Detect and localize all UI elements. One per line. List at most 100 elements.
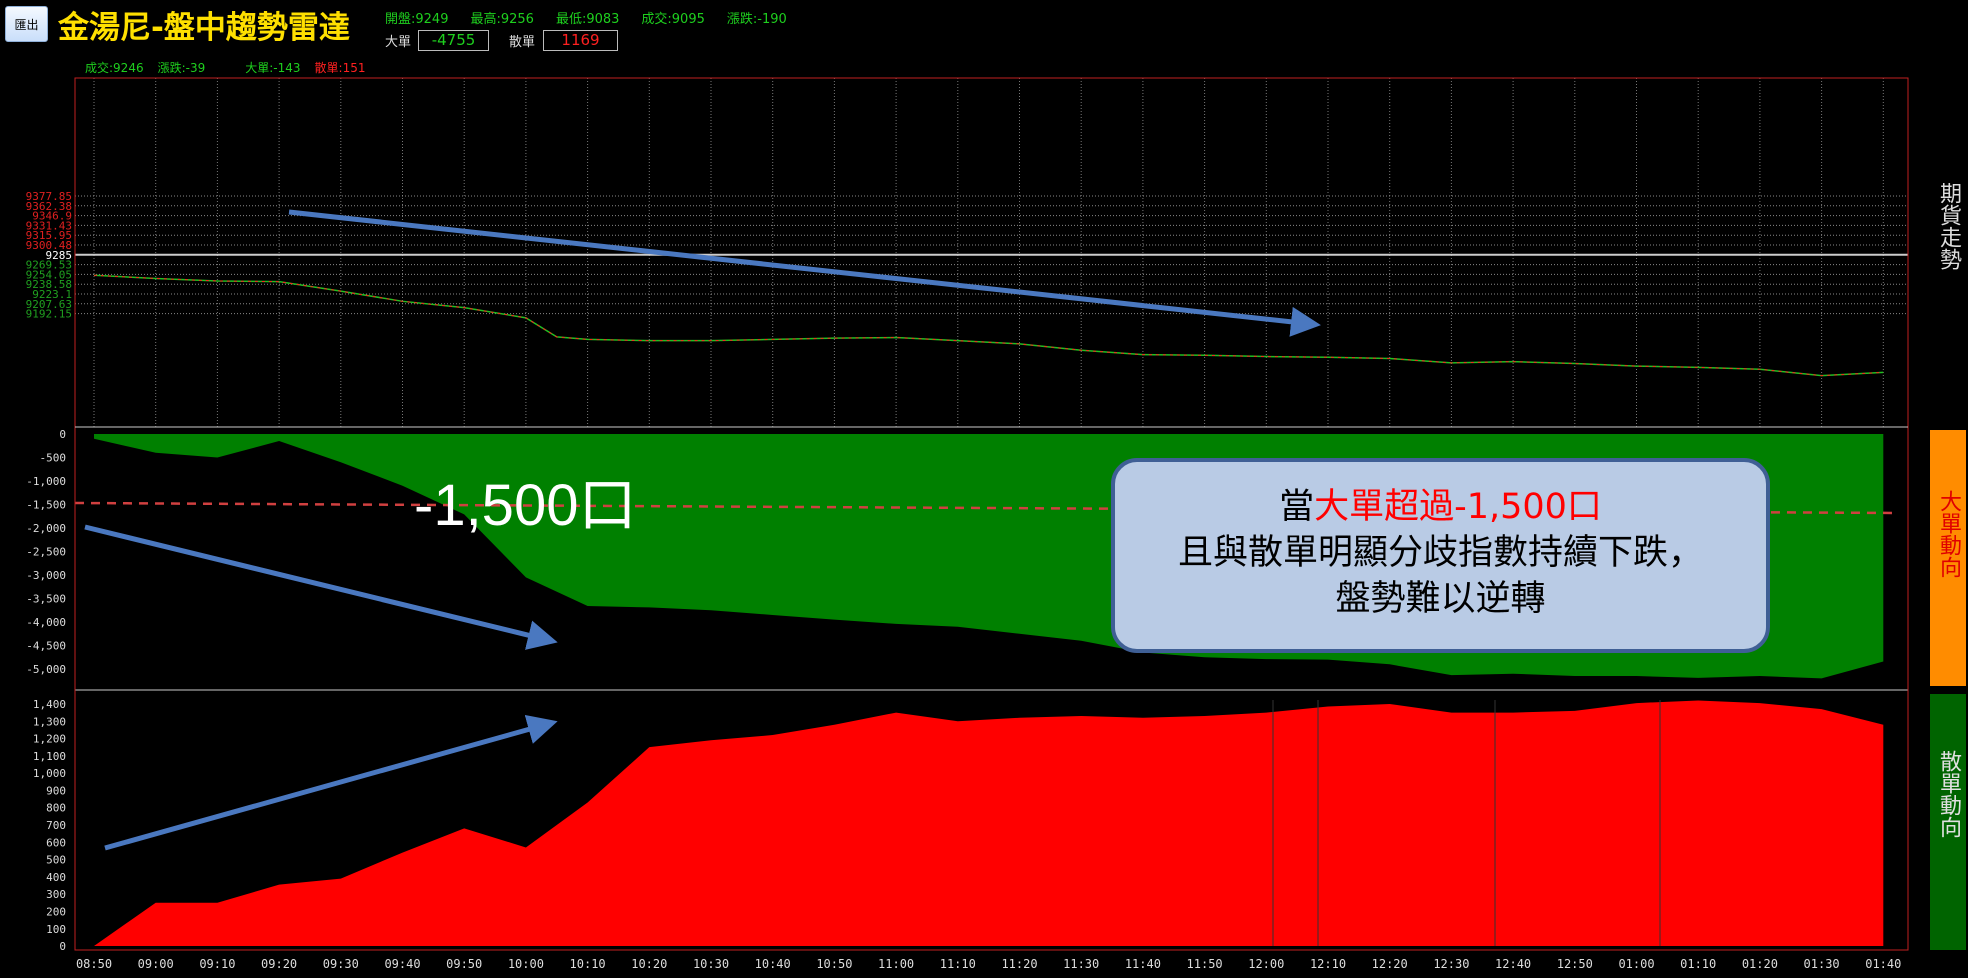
side-label-big[interactable]: 大單動向 [1930,430,1966,686]
retail-tick-label: 100 [46,923,66,936]
trend-arrow [288,209,1321,337]
price-tick-label: 9377.85 [26,190,72,203]
readout-change: 漲跌:-39 [157,61,206,75]
retail-tick-label: 600 [46,836,66,849]
price-tick-label: 9223.1 [32,288,72,301]
big-tick-label: -3,000 [26,569,66,582]
x-tick-label: 11:00 [878,957,914,971]
x-tick-label: 09:20 [261,957,297,971]
retail-tick-label: 1,000 [33,767,66,780]
retail-tick-label: 800 [46,802,66,815]
export-button[interactable]: 匯出 [5,6,48,42]
big-tick-label: 0 [59,428,66,441]
x-tick-label: 11:20 [1001,957,1037,971]
retail-tick-label: 1,300 [33,715,66,728]
anno-highlight: 大單超過-1,500口 [1314,487,1602,527]
x-tick-label: 10:40 [755,957,791,971]
x-tick-label: 10:20 [631,957,667,971]
side-label-retail-text: 散單動向 [1936,750,1961,838]
readout-retail: 散單:151 [314,61,366,75]
retail-tick-label: 900 [46,784,66,797]
price-tick-label: 9331.43 [26,219,72,232]
price-tick-label: 9192.15 [26,308,72,321]
threshold-annotation: -1,500口 [414,473,637,538]
x-tick-label: 12:40 [1495,957,1531,971]
last-stat: 成交:9095 [641,12,705,27]
big-tick-label: -2,000 [26,522,66,535]
x-tick-label: 09:30 [323,957,359,971]
header-stats: 開盤:9249 最高:9256 最低:9083 成交:9095 漲跌:-190 [385,8,809,27]
side-label-big-text: 大單動向 [1936,490,1961,578]
retail-tick-label: 1,100 [33,750,66,763]
x-tick-label: 12:50 [1557,957,1593,971]
x-tick-label: 10:50 [816,957,852,971]
high-stat: 最高:9256 [470,12,534,27]
price-tick-label: 9285 [46,249,73,262]
x-tick-label: 01:00 [1618,957,1654,971]
price-tick-label: 9346.9 [32,210,72,223]
x-tick-label: 11:30 [1063,957,1099,971]
big-order-value: -4755 [418,30,489,51]
big-tick-label: -1,000 [26,475,66,488]
retail-tick-label: 1,200 [33,733,66,746]
anno-prefix: 當 [1279,487,1315,527]
retail-tick-label: 700 [46,819,66,832]
x-tick-label: 01:20 [1742,957,1778,971]
big-tick-label: -3,500 [26,593,66,606]
big-tick-label: -4,000 [26,616,66,629]
low-stat: 最低:9083 [555,12,620,27]
x-tick-label: 09:50 [446,957,482,971]
x-tick-label: 08:50 [76,957,112,971]
retail-tick-label: 200 [46,905,66,918]
big-order-label: 大單 [385,35,412,50]
cursor-readout: 成交:9246 漲跌:-39 大單:-143 散單:151 [85,59,379,76]
x-tick-label: 11:40 [1125,957,1161,971]
retail-order-area [94,700,1884,946]
big-tick-label: -5,000 [26,663,66,676]
x-tick-label: 11:50 [1187,957,1223,971]
change-stat: 漲跌:-190 [726,12,787,27]
side-label-price-text: 期貨走勢 [1936,182,1961,270]
x-tick-label: 11:10 [940,957,976,971]
big-tick-label: -500 [40,452,67,465]
x-tick-label: 12:10 [1310,957,1346,971]
retail-order-label: 散單 [509,35,536,50]
anno-line3: 盤勢難以逆轉 [1335,579,1546,619]
price-tick-label: 9362.38 [26,200,72,213]
x-tick-label: 09:10 [199,957,235,971]
x-tick-label: 09:00 [138,957,174,971]
x-tick-label: 01:10 [1680,957,1716,971]
trend-arrow [84,524,558,650]
x-tick-label: 01:30 [1804,957,1840,971]
plot-frame [74,77,1909,951]
big-tick-label: -1,500 [26,499,66,512]
x-tick-label: 12:20 [1372,957,1408,971]
retail-tick-label: 1,400 [33,698,66,711]
retail-order-value: 1169 [543,30,618,51]
anno-line2: 且與散單明顯分歧指數持續下跌， [1177,533,1703,573]
readout-big: 大單:-143 [245,61,301,75]
open-stat: 開盤:9249 [385,12,449,27]
price-tick-label: 9238.58 [26,278,72,291]
retail-tick-label: 300 [46,888,66,901]
big-tick-label: -2,500 [26,546,66,559]
retail-tick-label: 400 [46,871,66,884]
annotation-callout: 當大單超過-1,500口 且與散單明顯分歧指數持續下跌， 盤勢難以逆轉 [1111,458,1770,653]
x-tick-label: 01:40 [1865,957,1901,971]
x-tick-label: 10:10 [570,957,606,971]
retail-tick-label: 500 [46,854,66,867]
x-tick-label: 10:00 [508,957,544,971]
price-tick-label: 9207.63 [26,298,72,311]
x-tick-label: 10:30 [693,957,729,971]
side-label-price[interactable]: 期貨走勢 [1930,182,1966,281]
side-label-retail[interactable]: 散單動向 [1930,694,1966,950]
x-tick-label: 12:30 [1433,957,1469,971]
trend-arrow [104,714,558,851]
app-title: 金湯尼-盤中趨勢雷達 [58,10,350,46]
price-tick-label: 9269.53 [26,259,72,272]
price-line-up-ticks [93,274,1884,377]
big-tick-label: -4,500 [26,640,66,653]
price-tick-label: 9315.95 [26,229,72,242]
readout-trade: 成交:9246 [85,61,144,75]
retail-tick-label: 0 [59,940,66,953]
